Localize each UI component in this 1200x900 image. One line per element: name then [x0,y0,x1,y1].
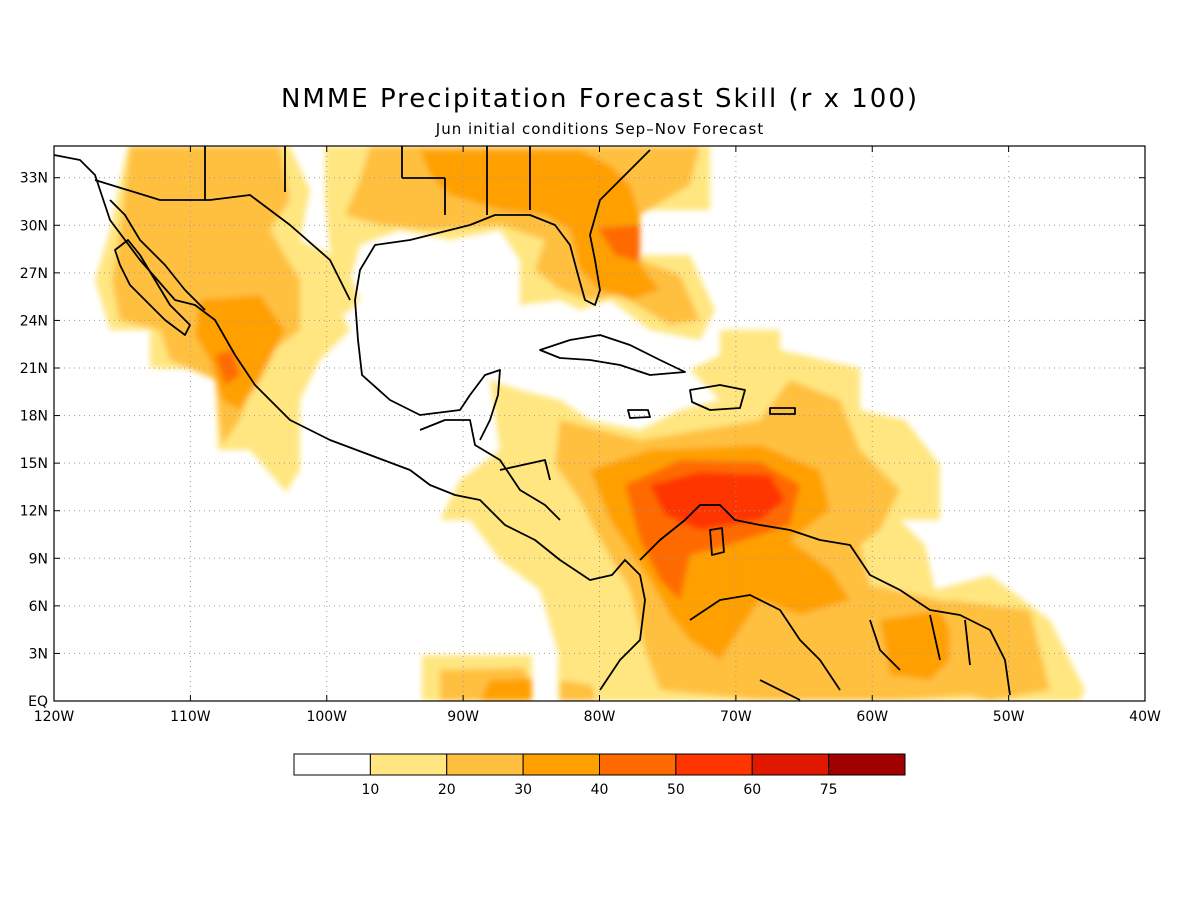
lat-tick-label: 27N [20,266,48,282]
colorbar-label: 40 [591,782,609,798]
lat-tick-label: EQ [28,694,48,710]
coastline-pacific [54,154,646,691]
lon-tick-label: 60W [856,709,888,725]
coastline-hispaniola [689,384,746,411]
skill-region-mexico-50 [215,350,240,385]
longitude-axis: 120W 110W 100W 90W 80W 70W 60W 50W 40W [34,146,1161,725]
lon-tick-label: 110W [170,709,211,725]
border-us-mexico [94,179,351,301]
lat-tick-label: 15N [20,456,48,472]
colorbar-label: 10 [361,782,379,798]
colorbar-label: 20 [438,782,456,798]
coastline-gulf-of-california [109,199,206,311]
colorbar-swatch [369,753,448,776]
colorbar-swatch [828,753,906,776]
skill-region-pacific-b-30 [560,680,596,701]
colorbar-label: 60 [743,782,761,798]
colorbar-swatch [751,753,830,776]
coastline-jamaica [627,409,651,419]
colorbar-swatch [446,753,524,776]
lon-tick-label: 50W [993,709,1025,725]
colorbar-label: 50 [667,782,685,798]
lon-tick-label: 40W [1129,709,1161,725]
coastlines [54,146,1011,701]
lon-tick-label: 80W [584,709,616,725]
map-subtitle: Jun initial conditions Sep–Nov Forecast [435,120,765,138]
skill-region-gulf-coast [300,240,360,315]
border-us-states [204,146,531,215]
border-south-america [689,594,971,701]
coastline-south-america [639,504,1011,696]
colorbar-label: 75 [820,782,838,798]
lat-tick-label: 21N [20,361,48,377]
lon-tick-label: 90W [447,709,479,725]
coastline-puerto-rico [769,407,796,415]
latitude-axis: EQ 3N 6N 9N 12N 15N 18N 21N 24N 27N 30N 33N [20,171,1145,710]
lat-tick-label: 3N [29,646,48,662]
lat-tick-label: 9N [29,551,48,567]
lat-tick-label: 18N [20,409,48,425]
border-central-america [419,419,561,521]
colorbar-swatch [675,753,753,776]
coastline-us-gulf [469,149,651,306]
lat-tick-label: 24N [20,313,48,329]
skill-region-pacific-a-40 [480,678,532,701]
skill-region-caribbean-60 [650,472,785,530]
lon-tick-label: 70W [720,709,752,725]
skill-region-guianas [880,610,960,680]
lon-tick-label: 100W [306,709,347,725]
coastline-lake-maracaibo [709,527,725,556]
colorbar-swatch [293,753,371,776]
map-gridlines [54,146,1145,701]
skill-shading [95,146,1085,701]
skill-region-us-50 [598,225,640,262]
lat-tick-label: 6N [29,599,48,615]
map-title: NMME Precipitation Forecast Skill (r x 1… [280,84,920,114]
lat-tick-label: 33N [20,171,48,187]
lat-tick-label: 30N [20,218,48,234]
colorbar: 10 20 30 40 50 60 75 [293,753,906,798]
colorbar-swatch [599,753,677,776]
lon-tick-label: 120W [34,709,75,725]
coastline-cuba [539,334,686,376]
colorbar-swatch [522,753,600,776]
coastline-gulf-of-mexico [354,224,501,441]
skill-region-us-40 [420,150,660,300]
lat-tick-label: 12N [20,504,48,520]
coastline-baja [114,239,191,336]
colorbar-label: 30 [514,782,532,798]
